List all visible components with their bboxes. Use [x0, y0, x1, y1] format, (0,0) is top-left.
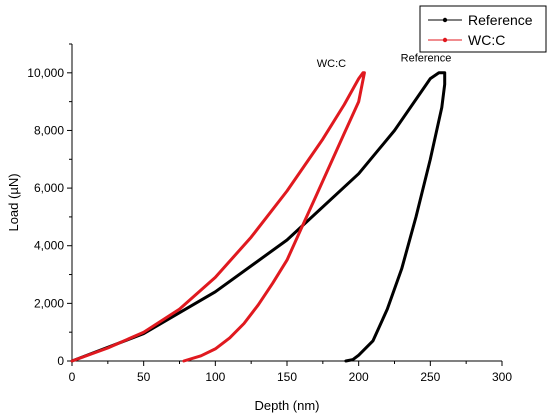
legend-box: [419, 5, 547, 53]
y-tick-label: 6,000: [34, 181, 64, 195]
legend-marker-wc-c: [442, 37, 448, 43]
y-axis-title: Load (µN): [6, 173, 21, 231]
annotation-layer: WC:C Reference: [317, 52, 452, 70]
series-line-wc-c: [70, 71, 366, 363]
annotation-wc-c: WC:C: [317, 58, 346, 70]
legend-label-wc-c: WC:C: [468, 32, 505, 48]
y-tick-label: 10,000: [27, 66, 64, 80]
x-tick-label: 150: [277, 370, 297, 384]
x-tick-label: 100: [205, 370, 225, 384]
y-tick-label: 2,000: [34, 296, 64, 310]
x-tick-label: 0: [69, 370, 76, 384]
x-tick-label: 300: [492, 370, 512, 384]
series-layer: [70, 71, 447, 363]
axes: 0 50 100 150 200 250 300 0 2,000 4,000 6,000 8,000 1…: [6, 43, 512, 413]
x-tick-label: 250: [420, 370, 440, 384]
legend-label-reference: Reference: [468, 12, 533, 28]
y-tick-label: 4,000: [34, 239, 64, 253]
x-tick-label: 200: [349, 370, 369, 384]
y-tick-label: 0: [57, 354, 64, 368]
x-axis-title: Depth (nm): [254, 398, 319, 413]
annotation-reference: Reference: [401, 52, 452, 64]
y-tick-label: 8,000: [34, 123, 64, 137]
series-line-reference: [70, 71, 447, 363]
x-tick-label: 50: [137, 370, 151, 384]
legend-marker-reference: [442, 17, 448, 23]
legend: Reference WC:C: [419, 5, 547, 53]
